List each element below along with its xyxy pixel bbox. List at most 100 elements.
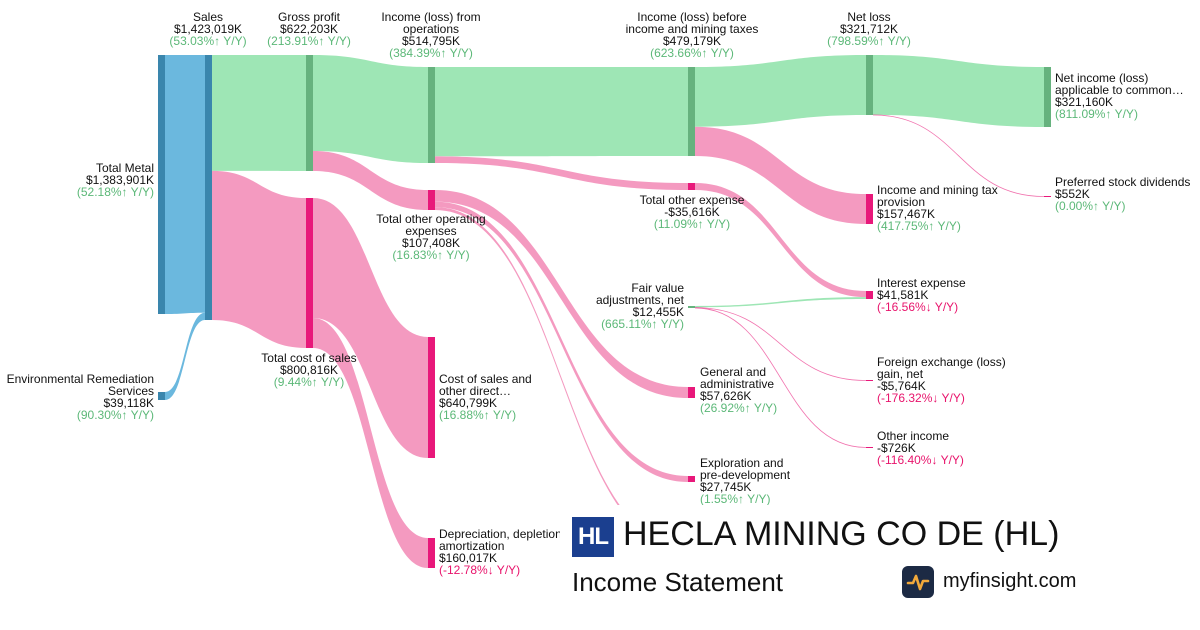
link-total_cost-to-depr [313,318,428,568]
label-line: $57,626K [700,389,751,403]
node-env [158,392,165,400]
node-pretax [688,67,695,156]
label-line: $107,408K [402,236,460,250]
link-other_opex-to-other_costs [435,207,688,552]
label-line: Other income [877,429,949,443]
label-line: $640,799K [439,396,497,410]
link-fair_value-to-interest [695,297,866,308]
label-net_common: Net income (loss) applicable to common… $3… [1055,71,1184,121]
label-line: adjustments, net [596,293,685,307]
label-line: Environmental Remediation [7,372,154,386]
link-net_loss-to-preferred [872,114,1045,197]
node-cost_direct [428,337,435,458]
label-line: (53.03%↑ Y/Y) [169,34,246,48]
label-line: Income and mining tax [877,183,998,197]
label-fair_value: Fair value adjustments, net $12,455K (665.1… [596,281,685,331]
label-line: (384.39%↑ Y/Y) [389,46,473,60]
label-line: (16.83%↑ Y/Y) [392,248,469,262]
label-cost_direct: Cost of sales and other direct… $640,799K(… [439,372,532,422]
label-depr: Depreciation, depletion and amortization $… [439,527,585,577]
company-logo: HL [572,517,614,557]
label-line: General and [700,365,766,379]
label-line: expenses [405,224,456,238]
label-other_opex: Total other operating expenses $107,408K (1… [376,212,485,262]
label-line: $160,017K [439,551,497,565]
label-line: provision [877,195,925,209]
footer-panel [560,505,1200,630]
label-line: operations [403,22,459,36]
label-line: Income (loss) from [381,10,480,24]
link-other_opex-to-explor [435,201,688,482]
link-gross_profit-to-op_income [313,55,428,163]
label-line: (0.00%↑ Y/Y) [1055,199,1125,213]
label-line: (213.91%↑ Y/Y) [267,34,351,48]
link-env-to-sales [165,312,205,400]
label-other_exp: Total other expense -$35,616K (11.09%↑ Y/Y… [640,193,745,231]
sankey-nodes [158,55,1051,568]
label-line: Income (loss) before [637,10,747,24]
link-total_cost-to-cost_direct [313,198,428,458]
label-line: income and mining taxes [626,22,759,36]
label-line: $1,423,019K [174,22,242,36]
label-line: (16.88%↑ Y/Y) [439,408,516,422]
brand-name: myfinsight.com [943,570,1077,592]
label-ga: General and administrative $57,626K (26.92%… [700,365,777,415]
node-preferred [1044,196,1051,197]
label-line: (11.09%↑ Y/Y) [654,217,730,231]
link-pretax-to-tax [695,126,866,224]
label-line: $1,383,901K [86,173,154,187]
label-line: Total Metal [96,161,154,175]
label-line: other direct… [439,384,511,398]
label-line: $800,816K [280,363,338,377]
brand-pulse-icon [902,566,934,598]
label-line: applicable to common… [1055,83,1184,97]
label-line: (-12.78%↓ Y/Y) [439,563,520,577]
node-ga [688,387,695,398]
link-other_exp-to-interest [695,183,866,298]
label-line: Services [108,384,154,398]
label-line: $157,467K [877,207,935,221]
label-line: Exploration and [700,456,783,470]
label-line: -$35,616K [664,205,719,219]
label-line: $321,160K [1055,95,1113,109]
label-line: (-16.56%↓ Y/Y) [877,300,958,314]
node-explor [688,476,695,482]
node-net_loss [866,55,873,115]
label-line: (417.75%↑ Y/Y) [877,219,961,233]
label-line: $514,795K [402,34,460,48]
label-line: (798.59%↑ Y/Y) [827,34,911,48]
label-line: (90.30%↑ Y/Y) [77,408,154,422]
node-gross_profit [306,55,313,171]
label-line: $27,745K [700,480,751,494]
label-line: (665.11%↑ Y/Y) [601,317,684,331]
link-fair_value-to-other_income [694,307,867,448]
label-line: Net loss [847,10,890,24]
link-op_income-to-other_exp [435,156,688,190]
node-interest [866,291,873,299]
label-line: (-176.32%↓ Y/Y) [877,391,965,405]
sankey-labels: Total Metal $1,383,901K (52.18%↑ Y/Y) Envir… [7,10,1191,577]
label-line: $479,179K [663,34,721,48]
label-sales: Sales $1,423,019K (53.03%↑ Y/Y) [169,10,246,48]
node-other_income [866,447,873,448]
link-gross_profit-to-other_opex [313,150,428,210]
label-line: Depreciation, depletion and [439,527,585,541]
label-line: Fair value [631,281,684,295]
label-explor: Exploration and pre-development $27,745K (1… [700,456,791,506]
sankey-links [165,55,1045,568]
label-line: pre-development [700,468,791,482]
node-total_cost [306,198,313,348]
link-pretax-to-net_loss [695,55,866,127]
node-other_opex [428,190,435,210]
node-other_exp [688,183,695,190]
label-line: Total other expense [640,193,745,207]
label-preferred: Preferred stock dividends $552K (0.00%↑ Y/… [1055,175,1190,213]
label-line: (623.66%↑ Y/Y) [650,46,734,60]
node-total_metal [158,55,165,314]
label-line: Net income (loss) [1055,71,1148,85]
label-line: Total other operating [376,212,485,226]
node-sales [205,55,212,320]
label-line: Sales [193,10,223,24]
label-line: $12,455K [633,305,684,319]
label-line: (-116.40%↓ Y/Y) [877,453,964,467]
